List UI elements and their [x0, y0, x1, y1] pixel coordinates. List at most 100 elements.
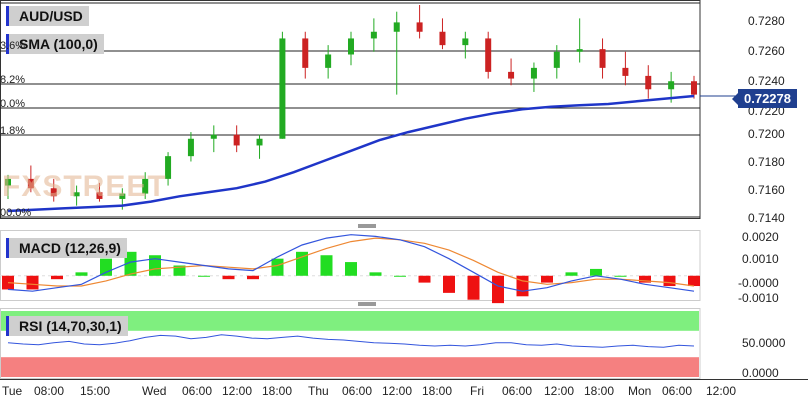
- sma-label[interactable]: SMA (100,0): [6, 34, 104, 54]
- macd-histogram-bar: [149, 255, 161, 276]
- x-tick: 18:00: [584, 384, 615, 398]
- macd-histogram-bar: [271, 258, 284, 276]
- candle-body: [233, 134, 240, 146]
- x-tick: 08:00: [34, 384, 65, 398]
- macd-histogram-bar: [198, 275, 210, 277]
- candle-body: [576, 49, 583, 52]
- macd-y-tick: 0.0020: [742, 230, 779, 244]
- fibo-label-4: 1.8%: [0, 125, 26, 137]
- x-tick: Tue: [2, 384, 23, 398]
- candle-body: [119, 193, 126, 199]
- macd-histogram-bar: [124, 251, 137, 276]
- x-tick: Mon: [628, 384, 652, 398]
- macd-resize-handle: [358, 224, 376, 228]
- candle-body: [508, 71, 515, 79]
- macd-histogram-bar: [443, 275, 455, 293]
- rsi-label[interactable]: RSI (14,70,30,1): [6, 316, 128, 336]
- macd-histogram-bar: [565, 272, 578, 276]
- rsi-overbought-zone: [1, 311, 699, 331]
- x-tick: Thu: [308, 384, 329, 398]
- x-tick: 06:00: [182, 384, 213, 398]
- y-tick: 0.7280: [748, 14, 785, 28]
- main-pane-frame: [0, 0, 701, 219]
- candle-body: [530, 67, 537, 79]
- rsi-line: [7, 334, 695, 348]
- x-tick: Fri: [470, 384, 484, 398]
- macd-histogram-bar: [394, 275, 406, 277]
- macd-histogram-bar: [247, 275, 259, 280]
- y-tick: 0.7160: [748, 183, 785, 197]
- y-tick: 0.7240: [748, 74, 785, 88]
- rsi-y-tick: 0.0000: [742, 366, 779, 380]
- macd-histogram-bar: [541, 275, 553, 283]
- candle-body: [256, 138, 263, 146]
- macd-histogram-bar: [345, 262, 357, 276]
- candle-body: [553, 51, 560, 68]
- macd-histogram-bar: [590, 268, 602, 276]
- symbol-label[interactable]: AUD/USD: [6, 6, 89, 26]
- candle-body: [279, 38, 286, 139]
- macd-y-tick: 0.0010: [742, 252, 779, 266]
- y-tick: 0.7200: [748, 127, 785, 141]
- x-tick: Wed: [142, 384, 167, 398]
- sma-line: [7, 94, 695, 213]
- candle-body: [439, 31, 446, 46]
- fibo-label-3: 0.0%: [0, 98, 26, 110]
- fibo-label-1: 3.6%: [0, 40, 26, 52]
- candle-body: [325, 54, 332, 68]
- macd-histogram-bar: [26, 275, 39, 290]
- macd-histogram-bar: [173, 265, 186, 276]
- macd-histogram-bar: [75, 272, 88, 276]
- x-tick: 15:00: [80, 384, 111, 398]
- macd-histogram-bar: [614, 275, 627, 277]
- candle-body: [165, 156, 172, 179]
- x-tick: 06:00: [662, 384, 693, 398]
- macd-histogram-bar: [492, 275, 504, 304]
- rsi-y-tick: 50.0000: [742, 336, 786, 350]
- candle-body: [187, 138, 194, 157]
- x-tick: 06:00: [342, 384, 373, 398]
- macd-histogram-bar: [418, 275, 431, 283]
- x-tick: 12:00: [706, 384, 737, 398]
- macd-pane-frame: [0, 230, 701, 301]
- macd-histogram-bar: [688, 275, 700, 287]
- current-price-tag: 0.72278: [732, 89, 797, 108]
- y-tick: 0.7140: [748, 211, 785, 225]
- candle-body: [142, 178, 149, 194]
- macd-histogram-bar: [663, 275, 676, 287]
- rsi-resize-handle: [358, 302, 376, 306]
- macd-label[interactable]: MACD (12,26,9): [6, 238, 127, 258]
- macd-y-tick: -0.0000: [738, 276, 779, 290]
- candle-body: [645, 75, 652, 90]
- candle-body: [348, 38, 354, 55]
- macd-histogram-bar: [639, 275, 651, 283]
- candle-body: [485, 38, 492, 72]
- candle-body: [50, 188, 57, 197]
- candle-body: [210, 134, 217, 139]
- candle-body: [393, 22, 400, 32]
- candle-body: [370, 31, 377, 39]
- rsi-oversold-zone: [1, 357, 699, 377]
- macd-histogram-bar: [369, 272, 382, 276]
- candle-body: [5, 178, 11, 186]
- x-tick: 06:00: [502, 384, 533, 398]
- macd-histogram-bar: [467, 275, 480, 300]
- candle-body: [691, 81, 697, 95]
- candle-body: [668, 81, 675, 90]
- macd-histogram-bar: [222, 275, 235, 280]
- candle-body: [416, 22, 423, 32]
- candle-body: [599, 49, 606, 68]
- macd-signal-line: [7, 237, 695, 287]
- macd-histogram-bar: [320, 255, 333, 276]
- candle-body: [73, 192, 80, 197]
- y-tick: 0.7180: [748, 155, 785, 169]
- fibo-label-5: 00.0%: [0, 207, 32, 219]
- x-tick: 18:00: [422, 384, 453, 398]
- macd-line: [7, 234, 695, 292]
- fibo-label-2: 8.2%: [0, 74, 26, 86]
- macd-y-tick: -0.0010: [738, 291, 779, 305]
- watermark: FXSTREET: [2, 170, 167, 203]
- macd-histogram-bar: [100, 258, 112, 276]
- candle-body: [96, 192, 103, 199]
- x-tick: 18:00: [262, 384, 293, 398]
